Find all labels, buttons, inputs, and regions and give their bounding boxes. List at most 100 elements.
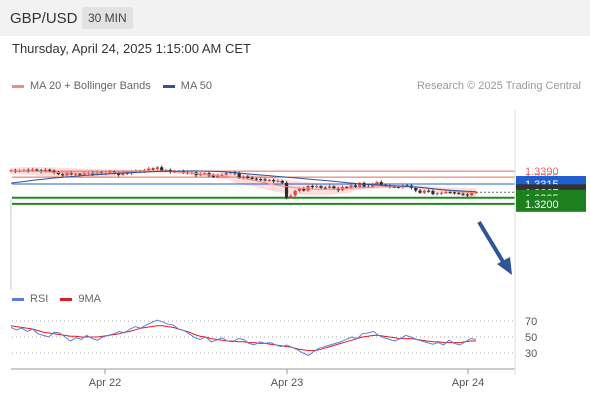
level-label-1.3200: 1.3200 bbox=[525, 199, 559, 211]
moving-averages bbox=[10, 170, 477, 193]
rsi-line bbox=[10, 319, 477, 356]
candle-body bbox=[284, 182, 289, 198]
legend-rsi-ma-label: 9MA bbox=[78, 293, 101, 305]
chart-datetime: Thursday, April 24, 2025 1:15:00 AM CET bbox=[12, 41, 251, 56]
candle-body bbox=[414, 187, 418, 191]
time-axis: Apr 22 Apr 23 Apr 24 bbox=[10, 110, 516, 389]
candle-body bbox=[272, 180, 276, 182]
candle-body bbox=[26, 169, 30, 171]
candle-body bbox=[203, 173, 207, 175]
rsi-swatch bbox=[12, 297, 24, 301]
candle-body bbox=[293, 190, 297, 196]
rsi-ma-swatch bbox=[60, 297, 73, 301]
time-tick-apr-24: Apr 24 bbox=[452, 377, 484, 389]
candle-body bbox=[220, 174, 224, 176]
candle-body bbox=[224, 172, 228, 175]
candle-body bbox=[297, 188, 302, 191]
candle-body bbox=[422, 190, 426, 193]
candle-body bbox=[198, 173, 203, 176]
candle-body bbox=[155, 167, 159, 169]
candle-body bbox=[319, 186, 323, 188]
candle-body bbox=[332, 186, 336, 189]
forecast-arrow-head bbox=[497, 257, 512, 275]
candle-body bbox=[315, 186, 319, 188]
timeframe-badge[interactable]: 30 MIN bbox=[82, 7, 133, 29]
ma50-swatch bbox=[162, 84, 175, 88]
candle-body bbox=[61, 174, 65, 176]
candle-body bbox=[48, 169, 52, 171]
candle-body bbox=[43, 169, 48, 172]
candle-body bbox=[427, 190, 431, 192]
candle-body bbox=[349, 185, 353, 188]
candle-body bbox=[65, 173, 69, 176]
candle-body bbox=[35, 169, 39, 171]
candle-body bbox=[121, 172, 125, 175]
candle-body bbox=[431, 191, 435, 195]
candle-body bbox=[289, 195, 293, 198]
candle-body bbox=[78, 173, 82, 175]
candle-body bbox=[362, 182, 366, 187]
rsi-axis-label-30: 30 bbox=[525, 348, 537, 360]
candle-body bbox=[310, 186, 314, 188]
candle-body bbox=[241, 176, 246, 178]
header-bar: GBP/USD 30 MIN bbox=[0, 0, 590, 36]
candle-body bbox=[259, 179, 263, 181]
candle-body bbox=[82, 173, 86, 175]
candle-body bbox=[345, 187, 349, 189]
ma20-line bbox=[10, 170, 476, 193]
candle-body bbox=[448, 192, 452, 194]
candle-body bbox=[405, 185, 409, 187]
candle-body bbox=[237, 173, 241, 178]
candle-body bbox=[371, 183, 375, 187]
candle-body bbox=[457, 192, 461, 194]
candle-body bbox=[211, 175, 215, 177]
candle-body bbox=[452, 192, 457, 194]
candle-body bbox=[73, 173, 78, 175]
candle-body bbox=[470, 192, 474, 196]
forecast-arrow-shaft bbox=[477, 220, 507, 267]
time-tick-apr-22: Apr 22 bbox=[89, 377, 121, 389]
candle-body bbox=[358, 182, 362, 187]
candle-body bbox=[379, 182, 383, 185]
candle-body bbox=[108, 171, 112, 173]
candle-body bbox=[439, 192, 444, 194]
legend-ma50-label: MA 50 bbox=[180, 80, 212, 92]
time-tick-apr-23: Apr 23 bbox=[271, 377, 303, 389]
candle-body bbox=[280, 180, 284, 183]
currency-pair-title: GBP/USD bbox=[10, 10, 78, 27]
candle-body bbox=[246, 176, 250, 178]
candle-body bbox=[375, 182, 379, 184]
candle-body bbox=[56, 172, 60, 175]
candle-body bbox=[328, 186, 332, 188]
candle-body bbox=[151, 168, 155, 170]
candle-body bbox=[147, 168, 151, 171]
rsi-panel: 70 50 30 bbox=[10, 316, 537, 360]
candle-body bbox=[250, 177, 254, 179]
candle-body bbox=[444, 192, 448, 194]
candle-body bbox=[276, 180, 280, 182]
rsi-ma-line bbox=[10, 325, 476, 352]
candle-body bbox=[418, 190, 422, 193]
legend-rsi-label: RSI bbox=[30, 293, 49, 305]
candle-body bbox=[117, 173, 121, 175]
level-box-1.3200 bbox=[516, 195, 586, 212]
rsi-axis-label-70: 70 bbox=[525, 316, 537, 328]
level-label-1.3390: 1.3390 bbox=[525, 166, 559, 178]
ma50-line bbox=[10, 170, 477, 193]
candle-body bbox=[323, 187, 327, 189]
forecast-arrow bbox=[477, 220, 512, 275]
candle-body bbox=[164, 169, 168, 171]
main-legend: MA 20 + Bollinger Bands MA 50 bbox=[12, 80, 212, 92]
candle-body bbox=[465, 194, 469, 196]
candle-body bbox=[396, 186, 401, 188]
candle-body bbox=[302, 188, 306, 191]
ma20-swatch bbox=[12, 84, 24, 88]
candle-body bbox=[69, 173, 73, 175]
candle-body bbox=[353, 185, 358, 187]
candle-body bbox=[160, 167, 164, 171]
legend-ma20-label: MA 20 + Bollinger Bands bbox=[30, 80, 151, 92]
candle-body bbox=[435, 193, 439, 195]
candle-body bbox=[267, 180, 271, 182]
